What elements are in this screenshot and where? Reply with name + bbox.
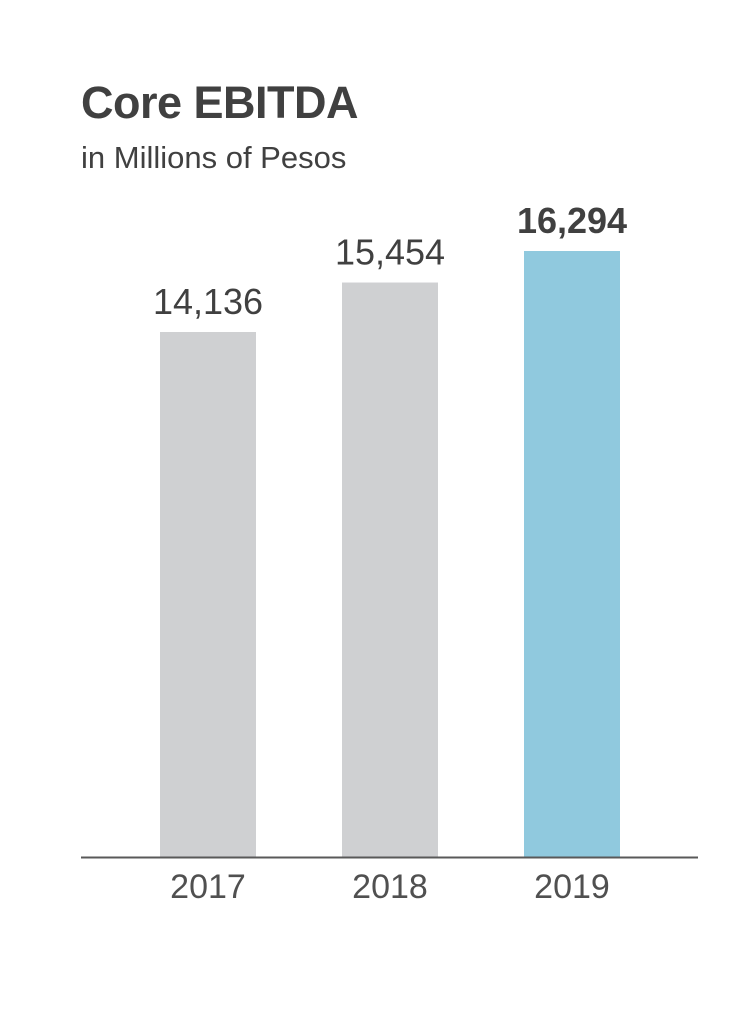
labels-layer: 14,136 2017 15,454 2018 16,294 2019 (153, 200, 627, 906)
bar-2019 (524, 251, 620, 857)
bar-2017 (160, 332, 256, 857)
value-label-2017: 14,136 (153, 281, 263, 322)
value-label-2018: 15,454 (335, 232, 445, 273)
x-tick-label-2018: 2018 (352, 868, 428, 906)
chart-subtitle: in Millions of Pesos (81, 140, 347, 175)
bar-2018 (342, 282, 438, 858)
value-label-2019: 16,294 (517, 200, 627, 241)
x-tick-label-2019: 2019 (534, 868, 610, 906)
bars-layer (160, 251, 620, 858)
chart-title: Core EBITDA (81, 77, 359, 128)
x-tick-label-2017: 2017 (170, 868, 246, 906)
